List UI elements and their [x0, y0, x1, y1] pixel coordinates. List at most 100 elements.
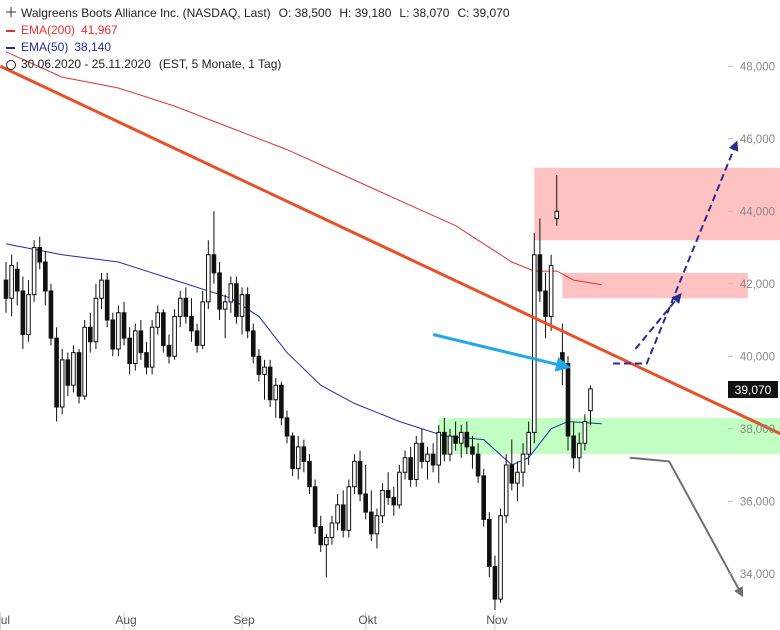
candle-body	[576, 442, 582, 459]
legend: Walgreens Boots Alliance Inc. (NASDAQ, L…	[6, 5, 518, 73]
x-tick-label: Nov	[486, 613, 507, 627]
candle-body	[312, 486, 318, 528]
zones-layer	[438, 167, 780, 455]
candle-body	[503, 464, 509, 517]
candle-body	[329, 522, 335, 538]
x-tick-label: Aug	[115, 613, 136, 627]
drawings-layer	[0, 64, 780, 598]
candle-body	[481, 475, 486, 520]
candle-body	[374, 515, 380, 535]
candle-body	[116, 312, 121, 350]
period-timeframe: (EST, 5 Monate, 1 Tag)	[158, 57, 282, 71]
candle-body	[262, 366, 267, 375]
candle-body	[492, 566, 498, 600]
candle-body	[560, 352, 565, 364]
candle-body	[391, 497, 397, 506]
y-tick-label: 42,000	[740, 279, 775, 291]
legend-ema200[interactable]: EMA(200) 41,967	[6, 22, 518, 39]
x-axis: Jul Aug Sep Okt Nov	[0, 612, 508, 630]
candle-body	[65, 359, 71, 386]
candle-body	[363, 493, 368, 513]
ema50-label: EMA(50)	[21, 40, 69, 54]
candle-body	[301, 446, 307, 462]
candle-body	[430, 453, 436, 466]
trendline	[0, 64, 780, 436]
candle-body	[498, 515, 503, 600]
candle-body	[239, 294, 245, 317]
candle-body	[425, 453, 430, 462]
candle-body	[20, 290, 26, 335]
high-value: H: 39,180	[339, 6, 392, 20]
candle-body	[413, 442, 419, 480]
ema200-label: EMA(200)	[21, 23, 76, 37]
y-tick-label: 38,000	[740, 424, 775, 436]
low-value: L: 38,070	[399, 6, 450, 20]
candle-body	[234, 283, 239, 317]
last-price-box	[728, 381, 778, 398]
candle-body	[245, 294, 250, 332]
y-axis: 34,000 36,000 38,000 40,000 42,000 44,000 46,0…	[728, 61, 775, 581]
candle-body	[531, 254, 537, 433]
candle-body	[295, 446, 301, 470]
candle-body	[408, 457, 413, 480]
candle-body	[475, 453, 481, 477]
candle-body	[279, 384, 284, 419]
close-value: C: 39,070	[457, 6, 510, 20]
candle-body	[588, 388, 593, 412]
y-tick-label: 34,000	[740, 569, 775, 581]
ema50-swatch-icon	[6, 46, 15, 49]
gray-down-arrow	[629, 456, 744, 598]
candle-body	[194, 330, 200, 346]
legend-ema50[interactable]: EMA(50) 38,140	[6, 39, 518, 56]
up-dashed-arrow-lower	[634, 293, 682, 350]
candle-body	[470, 446, 475, 455]
clock-indicator-icon	[6, 5, 16, 22]
candle-body	[290, 435, 295, 470]
candle-body	[26, 294, 31, 335]
candle-body	[183, 297, 189, 317]
zone-resistance-lower	[562, 272, 748, 299]
candle-body	[554, 210, 560, 219]
candle-body	[352, 460, 357, 488]
candle-body	[487, 518, 492, 567]
last-price-marker: 39,070	[728, 381, 778, 398]
x-tick-label: Sep	[233, 613, 255, 627]
candle-body	[284, 417, 290, 437]
candle-body	[121, 312, 127, 339]
candle-body	[267, 366, 273, 401]
candle-body	[76, 352, 82, 397]
candle-body	[43, 261, 48, 292]
period-range: 30.06.2020 - 25.11.2020	[21, 57, 151, 71]
candle-body	[31, 247, 37, 296]
candle-body	[166, 344, 172, 357]
candle-body	[340, 504, 346, 531]
candle-body	[526, 431, 531, 455]
up-dashed-arrow-upper	[613, 140, 739, 365]
candle-body	[228, 283, 234, 303]
candle-body	[565, 363, 571, 437]
candle-body	[582, 421, 588, 444]
instrument-name: Walgreens Boots Alliance Inc. (NASDAQ, L…	[21, 6, 271, 20]
zone-resistance-upper	[534, 167, 780, 241]
candle-body	[177, 297, 183, 317]
ema50-value: 38,140	[74, 40, 112, 54]
candle-body	[155, 312, 161, 328]
candle-body	[318, 526, 324, 546]
candle-body	[458, 431, 464, 444]
candle-body	[211, 254, 217, 274]
candle-body	[206, 254, 211, 303]
candle-body	[357, 460, 363, 495]
candle-body	[14, 268, 20, 292]
x-tick-label: Okt	[358, 613, 377, 627]
candle-body	[464, 431, 470, 448]
candle-body	[380, 489, 385, 517]
ema-layer	[5, 51, 602, 466]
candle-body	[222, 301, 228, 310]
candle-body	[436, 431, 442, 466]
candle-body	[419, 442, 425, 462]
y-tick-label: 40,000	[740, 351, 775, 363]
candle-body	[144, 352, 149, 368]
candle-body	[93, 297, 99, 343]
candle-body	[453, 435, 458, 444]
